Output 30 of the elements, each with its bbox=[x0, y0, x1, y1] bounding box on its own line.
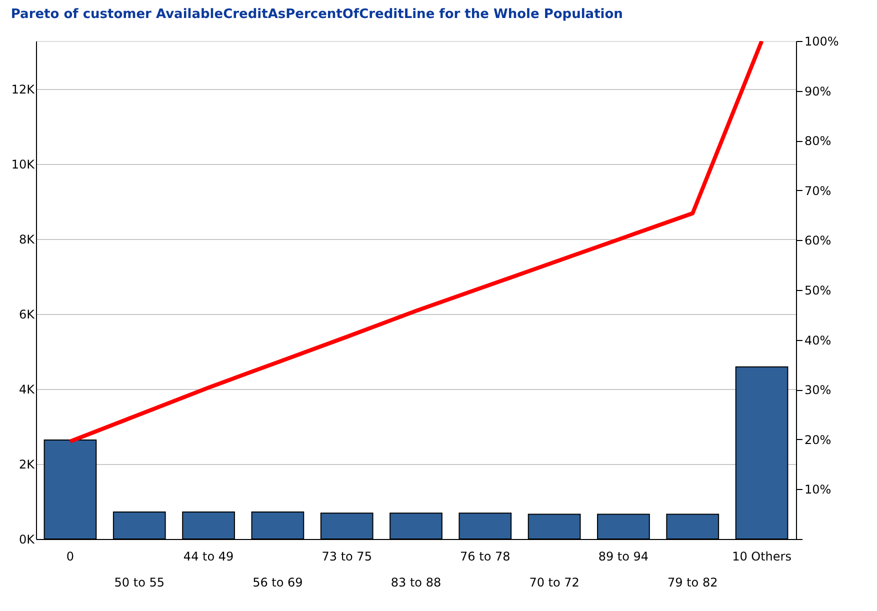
x-tick-label: 83 to 88 bbox=[390, 576, 442, 590]
y-tick-label: 8K bbox=[18, 232, 36, 246]
y-tick-label: 6K bbox=[18, 308, 36, 322]
y2-tick-label: 70% bbox=[804, 184, 832, 198]
y2-tick-label: 50% bbox=[804, 284, 832, 298]
y2-tick-label: 10% bbox=[804, 482, 832, 497]
y-tick-label: 10K bbox=[11, 158, 36, 172]
chart-title: Pareto of customer AvailableCreditAsPercentOfCreditLine for the Whole Population bbox=[10, 7, 623, 22]
line-series bbox=[68, 41, 764, 444]
y2-tick-label: 30% bbox=[804, 383, 832, 398]
x-tick-label: 76 to 78 bbox=[460, 550, 510, 564]
y2-tick-label: 40% bbox=[804, 333, 832, 348]
x-tick-label: 73 to 75 bbox=[322, 550, 372, 564]
y2-tick-label: 80% bbox=[804, 134, 832, 148]
x-tick-label: 56 to 69 bbox=[252, 576, 303, 590]
y2-tick-label: 60% bbox=[804, 234, 832, 248]
x-tick-label: 0 bbox=[66, 550, 74, 564]
x-tick-label: 79 to 82 bbox=[668, 576, 718, 590]
y2-tick-label: 90% bbox=[804, 84, 832, 98]
x-tick-label: 70 to 72 bbox=[529, 576, 580, 590]
y2-tick-label: 20% bbox=[804, 432, 832, 447]
y-tick-label: 12K bbox=[11, 82, 36, 96]
x-tick-label: 10 Others bbox=[732, 550, 792, 564]
x-tick-label: 44 to 49 bbox=[183, 550, 234, 564]
y-tick-label: 0K bbox=[18, 532, 36, 546]
y2-tick-label: 100% bbox=[804, 34, 839, 48]
x-tick-label: 89 to 94 bbox=[598, 550, 649, 564]
x-tick-label: 50 to 55 bbox=[114, 576, 164, 590]
y-tick-label: 2K bbox=[18, 458, 36, 472]
y-tick-label: 4K bbox=[18, 382, 36, 396]
